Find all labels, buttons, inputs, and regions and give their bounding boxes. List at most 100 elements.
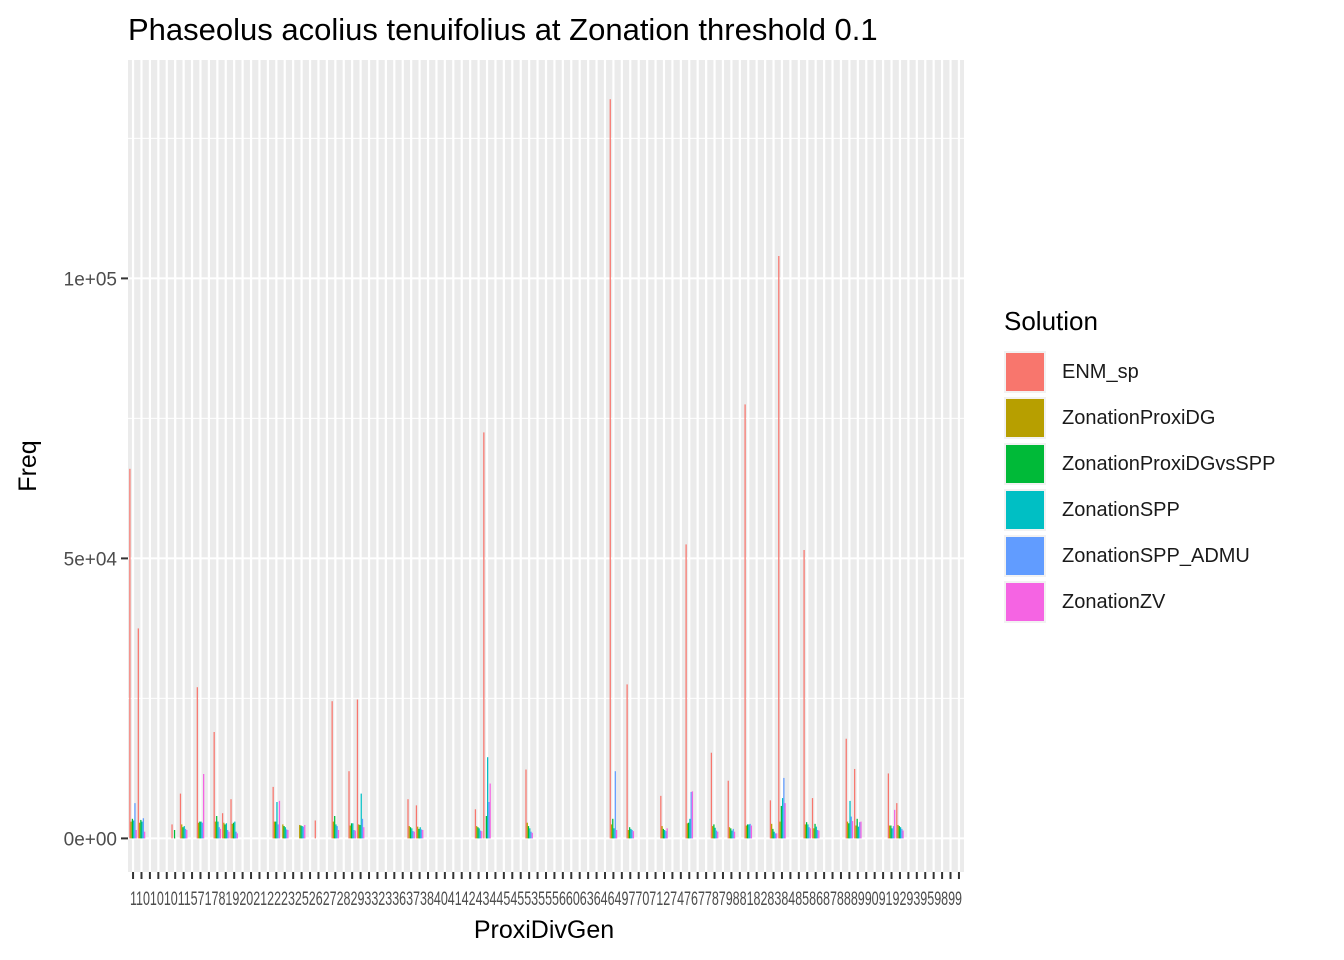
bar <box>335 824 337 839</box>
bar <box>529 828 531 839</box>
bar <box>219 828 222 839</box>
bar <box>129 468 131 839</box>
bar <box>314 820 316 839</box>
bar <box>730 828 732 839</box>
bar <box>713 824 715 839</box>
bar <box>887 773 889 839</box>
x-axis-title: ProxiDivGen <box>474 916 614 944</box>
bar <box>818 830 820 839</box>
bar <box>304 824 306 839</box>
bar <box>530 831 532 839</box>
legend-item: ZonationSPP_ADMU <box>1004 533 1275 579</box>
bar <box>354 830 356 839</box>
bar <box>137 628 139 839</box>
bar <box>851 821 854 839</box>
bar <box>627 830 630 839</box>
bar <box>808 827 810 839</box>
bar <box>776 833 778 839</box>
bar <box>236 833 238 839</box>
bar <box>420 829 423 839</box>
bar <box>182 827 184 839</box>
legend-item: ZonationProxiDG <box>1004 395 1275 441</box>
bar <box>282 824 284 839</box>
bar <box>134 803 136 839</box>
bar <box>744 404 746 839</box>
bar <box>614 771 616 839</box>
bar <box>199 821 201 839</box>
bar <box>359 824 361 839</box>
bar <box>235 831 237 839</box>
bar <box>750 825 753 839</box>
y-tick-label: 5e+04 <box>64 549 118 570</box>
bar <box>477 827 479 839</box>
bar <box>857 826 860 839</box>
bar <box>850 816 852 839</box>
bar <box>626 684 628 839</box>
bar <box>278 800 281 839</box>
chart-title: Phaseolus acolius tenuifolius at Zonatio… <box>128 12 878 47</box>
bar <box>783 777 785 839</box>
legend-item: ZonationZV <box>1004 579 1275 625</box>
bar <box>778 256 780 839</box>
bar <box>408 826 410 839</box>
legend-key <box>1004 535 1046 577</box>
bar <box>691 791 694 839</box>
legend-swatch <box>1006 399 1044 437</box>
bar <box>845 738 847 839</box>
bar <box>133 820 135 839</box>
legend-key <box>1004 489 1046 531</box>
bar <box>779 821 781 839</box>
y-tick-label: 1e+05 <box>64 269 117 290</box>
bar <box>349 825 351 839</box>
legend-swatch <box>1006 445 1044 483</box>
bar <box>489 783 491 839</box>
bar <box>284 827 287 839</box>
legend-swatch <box>1006 491 1044 529</box>
bar <box>203 774 205 839</box>
bar <box>197 822 200 839</box>
bar <box>888 825 891 839</box>
bar <box>363 827 365 839</box>
bar <box>897 824 899 839</box>
bar <box>745 825 747 839</box>
legend-label: ZonationProxiDGvsSPP <box>1062 452 1276 475</box>
bar <box>273 821 276 839</box>
bar <box>300 825 302 839</box>
bar <box>613 828 615 839</box>
legend-swatch <box>1006 537 1044 575</box>
bar <box>662 828 664 839</box>
bar <box>854 768 856 839</box>
bar <box>201 822 204 839</box>
bar <box>230 799 232 839</box>
bar <box>141 821 143 839</box>
bar <box>140 819 142 839</box>
bar <box>901 828 903 839</box>
legend-key <box>1004 581 1046 623</box>
bar <box>217 821 219 839</box>
bar <box>173 830 176 839</box>
bar <box>479 830 482 839</box>
bar <box>892 826 895 839</box>
bar <box>481 831 483 839</box>
bar <box>610 824 613 839</box>
bar <box>232 822 235 839</box>
bar <box>615 830 618 839</box>
bar <box>361 818 364 839</box>
bar <box>356 699 359 839</box>
bar <box>816 830 819 839</box>
bar <box>301 826 303 839</box>
bar <box>277 824 279 839</box>
bar <box>413 831 415 839</box>
bar <box>771 823 773 839</box>
bar <box>225 823 228 839</box>
bar <box>630 828 632 839</box>
bar <box>283 826 285 839</box>
legend-item: ZonationSPP <box>1004 487 1275 533</box>
bar <box>231 823 233 839</box>
bar <box>183 826 185 839</box>
bar <box>228 831 230 839</box>
bar <box>227 830 229 839</box>
legend-label: ZonationSPP_ADMU <box>1062 544 1250 567</box>
bar <box>848 823 850 839</box>
